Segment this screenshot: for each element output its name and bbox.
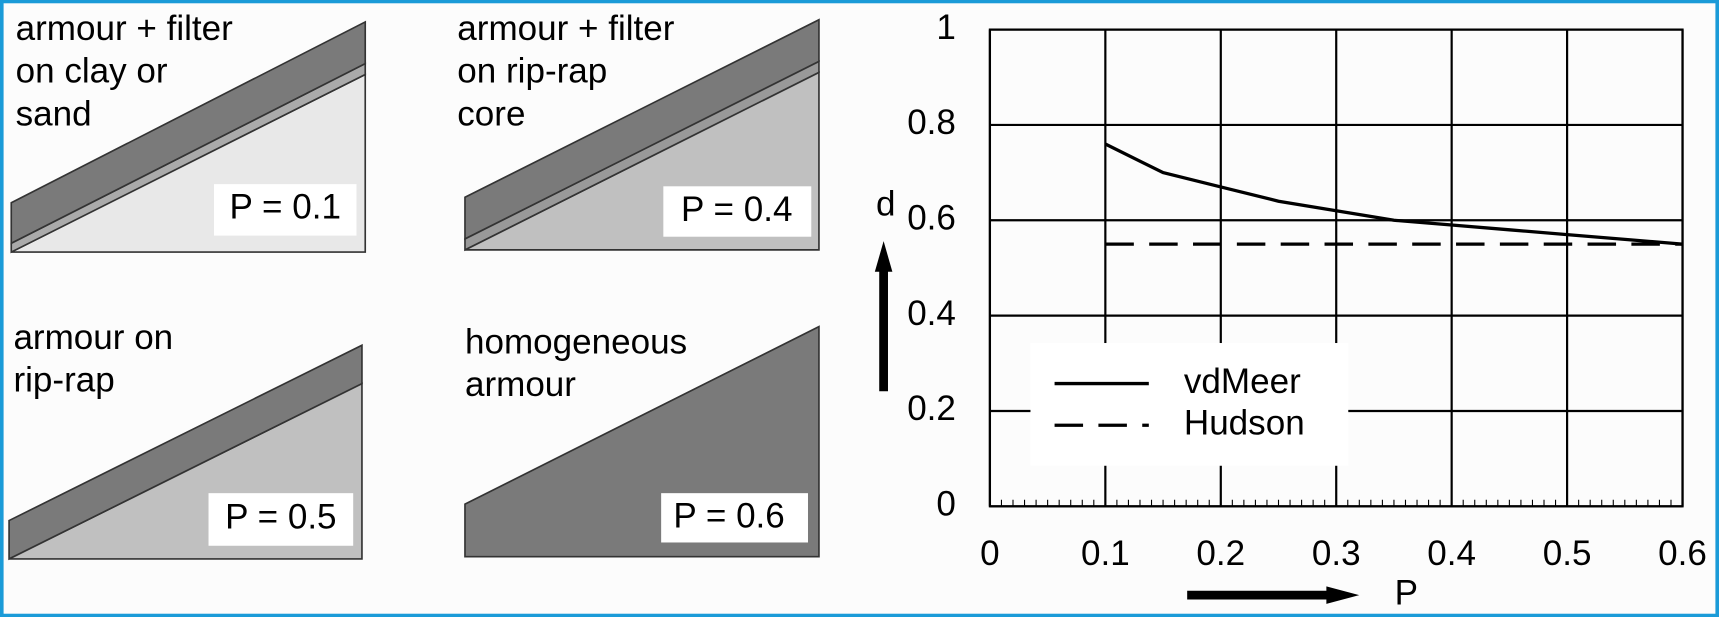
x-tick-label: 0.6 (1658, 534, 1707, 573)
panel-text: armour on (13, 318, 173, 357)
x-tick-label: 0.4 (1427, 534, 1476, 573)
panel-text: on clay or (16, 52, 168, 91)
p-label: P = 0.6 (673, 497, 784, 536)
panel-text: rip-rap (13, 361, 114, 400)
panel-text: armour + filter (457, 9, 674, 48)
p-label: P = 0.4 (681, 190, 792, 229)
panel-text: armour (465, 365, 576, 404)
y-tick-label: 0.6 (907, 199, 956, 238)
p-label: P = 0.1 (230, 188, 341, 227)
y-tick-label: 0.4 (907, 294, 956, 333)
p-label: P = 0.5 (225, 498, 336, 537)
y-tick-label: 0.8 (907, 103, 956, 142)
legend-label: vdMeer (1184, 362, 1301, 401)
figure: P = 0.1 P = 0.4 P = 0.5 P = 0.6 d P armo… (0, 0, 1719, 617)
x-tick-label: 0.3 (1312, 534, 1361, 573)
x-tick-label: 0 (980, 534, 999, 573)
page: P = 0.1 P = 0.4 P = 0.5 P = 0.6 d P armo… (0, 0, 1719, 617)
y-axis-label: d (876, 184, 896, 223)
x-axis-label: P (1395, 573, 1418, 612)
y-tick-label: 0.2 (907, 389, 956, 428)
x-tick-label: 0.2 (1196, 534, 1245, 573)
y-tick-label: 0 (936, 485, 956, 524)
x-tick-label: 0.1 (1081, 534, 1130, 573)
panel-text: core (457, 94, 525, 133)
panel-text: armour + filter (16, 9, 233, 48)
y-tick-label: 1 (936, 8, 956, 47)
panel-text: homogeneous (465, 322, 687, 361)
panel-text: on rip-rap (457, 52, 607, 91)
legend-label: Hudson (1184, 403, 1305, 442)
x-tick-label: 0.5 (1543, 534, 1592, 573)
panel-text: sand (16, 94, 92, 133)
